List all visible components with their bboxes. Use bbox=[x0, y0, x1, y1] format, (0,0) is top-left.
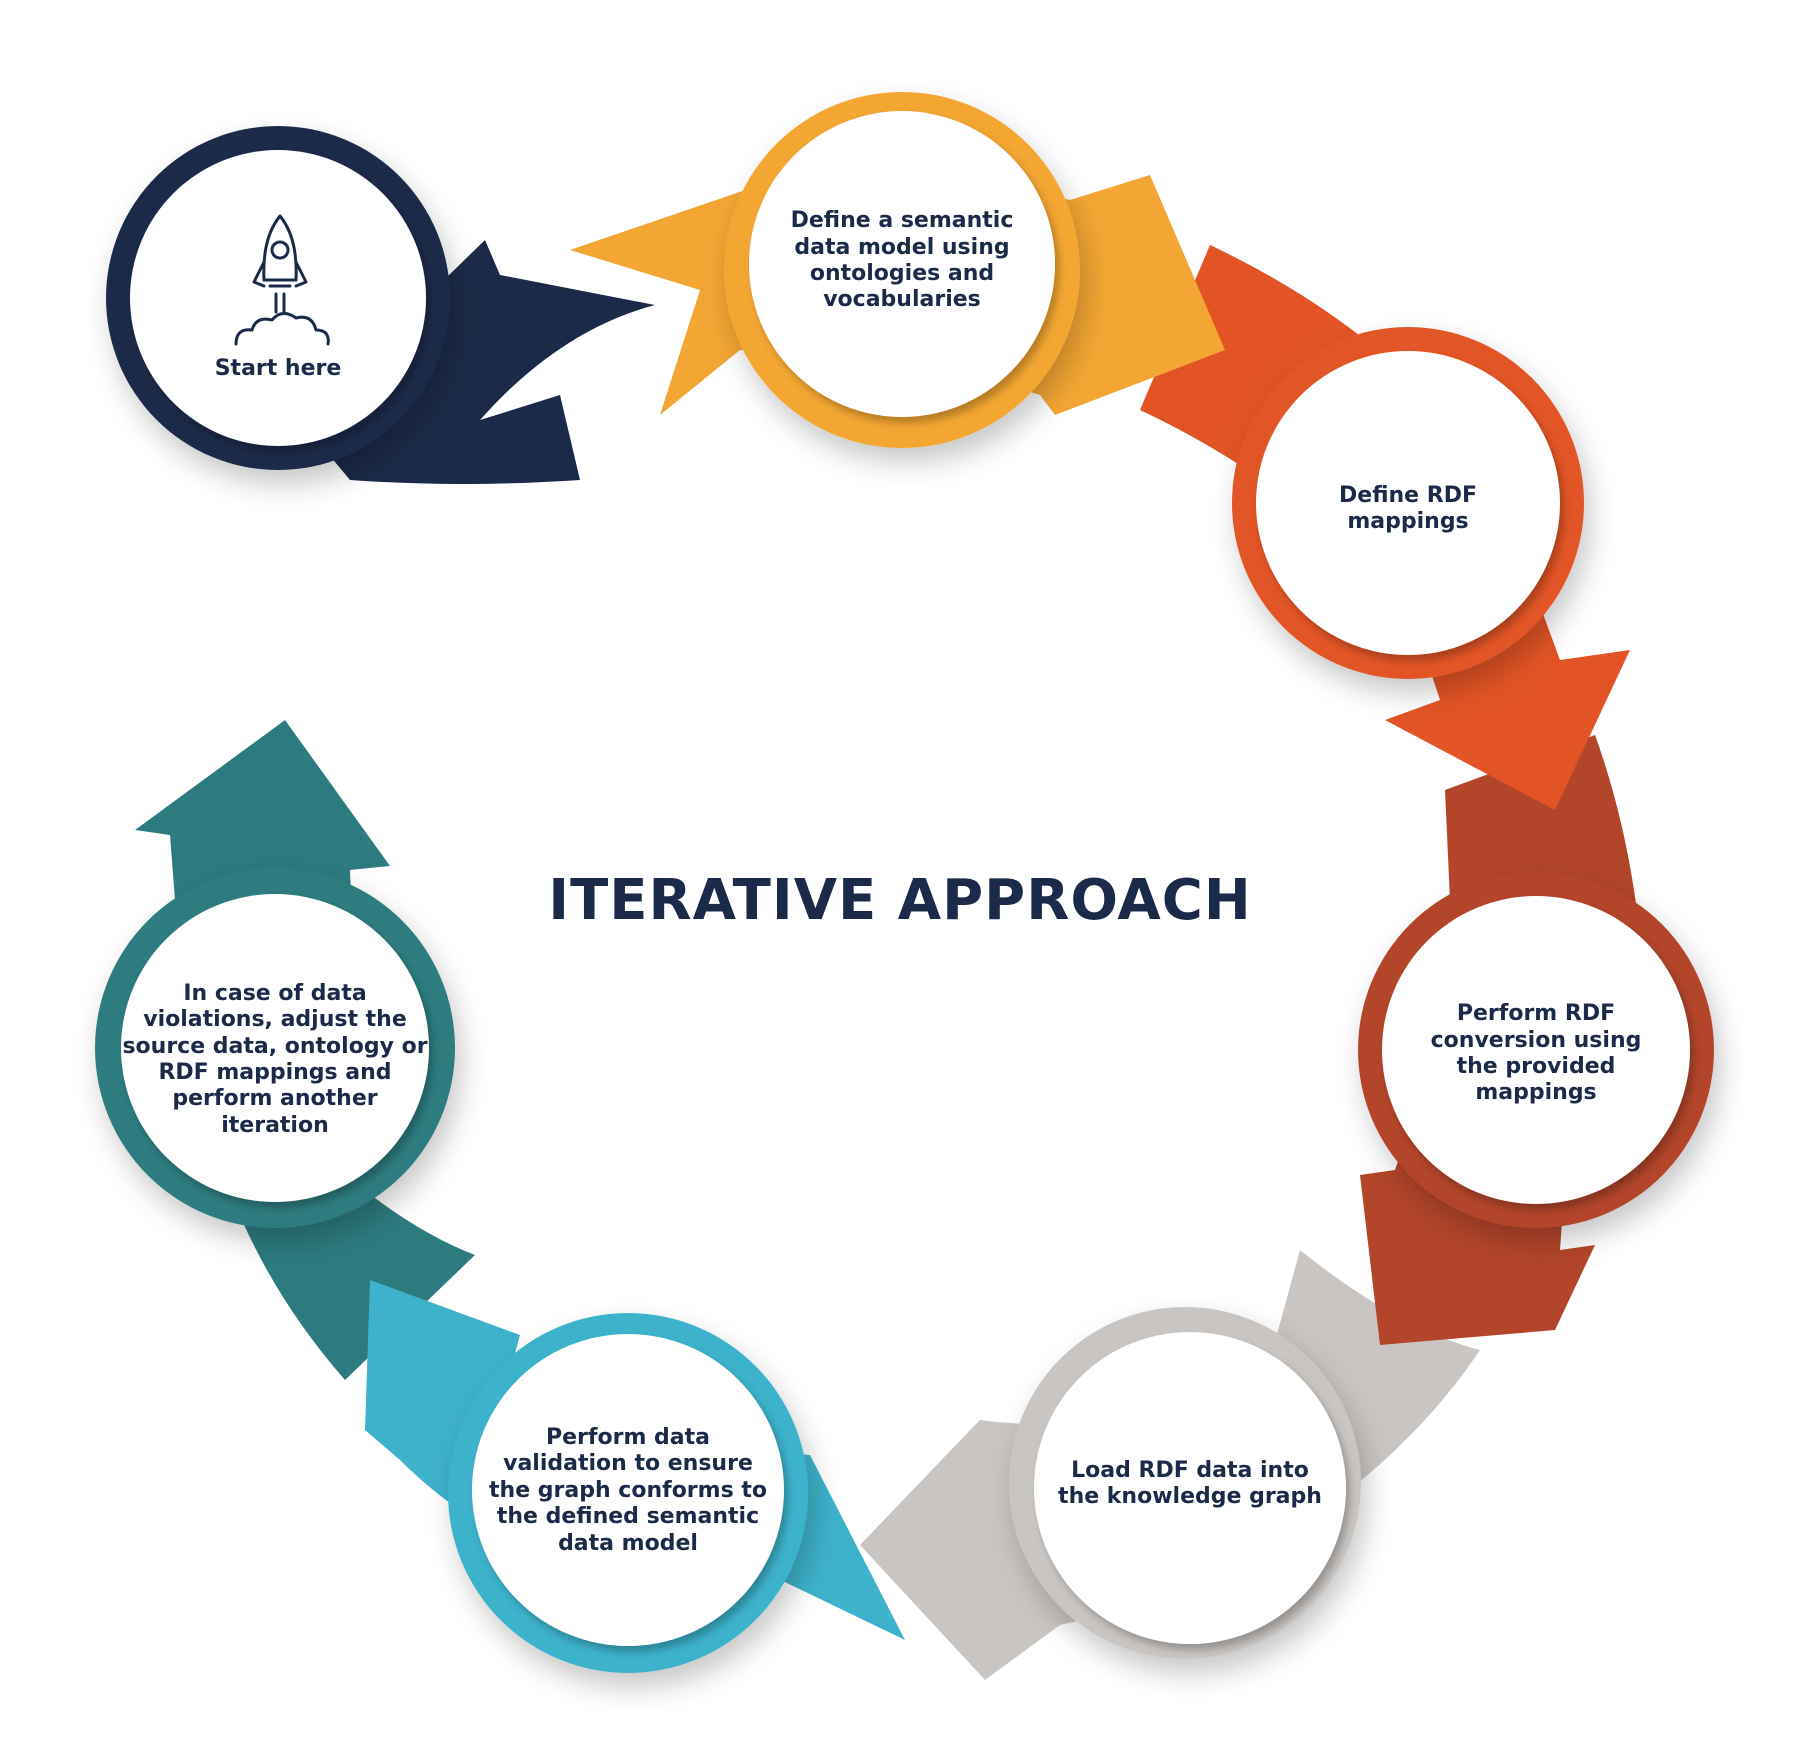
step-validation-text: Perform data validation to ensure the gr… bbox=[489, 1425, 767, 1556]
circle-core-model bbox=[749, 111, 1055, 417]
step-load-text: Load RDF data into the knowledge graph bbox=[1058, 1457, 1322, 1509]
circle-core-adjust bbox=[121, 894, 429, 1202]
circle-core-validation bbox=[472, 1334, 784, 1646]
circle-core-conversion bbox=[1382, 896, 1690, 1204]
circle-core-load bbox=[1034, 1332, 1346, 1644]
step-adjust-text: In case of data violations, adjust the s… bbox=[122, 980, 428, 1138]
circle-core-start bbox=[130, 150, 426, 446]
step-start-text: Start here bbox=[214, 355, 342, 381]
step-conversion-text: Perform RDF conversion using the provide… bbox=[1430, 1001, 1642, 1106]
step-mappings-text: Define RDF mappings bbox=[1339, 482, 1477, 534]
rocket-icon bbox=[234, 214, 330, 346]
step-model-text: Define a semantic data model using ontol… bbox=[790, 208, 1014, 313]
diagram-title: ITERATIVE APPROACH bbox=[548, 868, 1252, 933]
circle-core-mappings bbox=[1256, 351, 1560, 655]
